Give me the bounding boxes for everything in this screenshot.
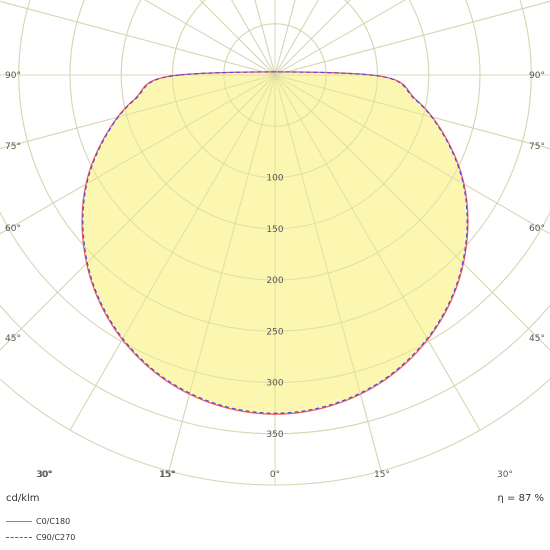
legend-item-c90-c270: C90/C270	[6, 531, 75, 543]
grid-spoke-overlay	[274, 0, 319, 76]
legend-label-c0-c180: C0/C180	[36, 516, 71, 526]
grid-spoke-overlay	[274, 74, 550, 351]
grid-spoke-overlay	[274, 0, 296, 76]
grid-spoke-overlay	[0, 74, 276, 150]
series-line-c0-c180	[81, 71, 469, 415]
angle-label-right: 60°	[529, 224, 545, 234]
grid-spoke-overlay	[274, 0, 351, 76]
series-line-c90-c270	[82, 71, 468, 414]
radial-tick-label: 350	[266, 430, 283, 440]
grid-spoke-overlay	[0, 74, 276, 235]
grid-spoke-overlay	[231, 0, 276, 76]
legend-label-c90-c270: C90/C270	[36, 532, 76, 542]
unit-label: cd/klm	[6, 493, 40, 504]
angle-label-right: 45°	[529, 334, 545, 344]
radial-tick-label: 200	[266, 276, 283, 286]
grid-spoke-overlay	[274, 74, 481, 431]
angle-label-right: 90°	[529, 71, 545, 81]
angle-label-bottom: 15°	[159, 470, 175, 480]
grid-spoke-overlay	[274, 74, 550, 150]
grid-spoke-overlay	[274, 74, 382, 472]
grid-spoke-overlay	[254, 0, 276, 76]
radial-tick-label: 250	[266, 327, 283, 337]
grid-spoke	[254, 0, 276, 76]
grid-spoke	[231, 0, 276, 76]
grid-spoke-overlay	[274, 74, 550, 235]
grid-spoke-overlay	[69, 74, 276, 431]
grid-spoke-overlay	[0, 0, 276, 76]
angle-label-right: 75°	[529, 142, 545, 152]
legend-swatch-c90-c270	[6, 536, 32, 538]
legend-swatch-c0-c180	[6, 520, 32, 522]
grid-spoke	[274, 0, 296, 76]
angle-label-left: 15°	[160, 470, 176, 480]
grid-spoke-overlay	[274, 0, 406, 76]
angle-label-left: 75°	[5, 142, 21, 152]
intensity-fill	[0, 0, 550, 486]
angle-label-bottom: 30°	[36, 470, 52, 480]
grid-spoke-overlay	[199, 0, 276, 76]
angle-label-bottom: 15°	[374, 470, 390, 480]
angle-label-left: 60°	[5, 224, 21, 234]
grid-spoke-overlay	[0, 74, 276, 351]
grid-spoke-overlay	[144, 0, 276, 76]
angle-label-bottom: 30°	[497, 470, 513, 480]
angle-label-left: 30°	[37, 470, 53, 480]
angle-label-bottom: 0°	[270, 470, 280, 480]
legend-item-c0-c180: C0/C180	[6, 515, 70, 527]
polar-intensity-chart: 100 150 200 250 300 350 90° 75° 60° 45° 30° 15° 30° 1…	[0, 0, 550, 486]
radial-tick-label: 300	[266, 379, 283, 389]
axis-labels: 100 150 200 250 300 350 90° 75° 60° 45° 30° 15° 30° 1…	[5, 71, 545, 480]
grid-spoke	[274, 0, 319, 76]
angle-label-left: 90°	[5, 71, 21, 81]
angle-label-left: 45°	[5, 334, 21, 344]
intensity-curves	[81, 71, 469, 415]
efficiency-label: η = 87 %	[497, 493, 544, 504]
grid-spoke-overlay	[168, 74, 276, 472]
grid-spoke-overlay	[274, 0, 550, 76]
radial-tick-label: 150	[266, 225, 283, 235]
radial-tick-label: 100	[266, 174, 283, 184]
